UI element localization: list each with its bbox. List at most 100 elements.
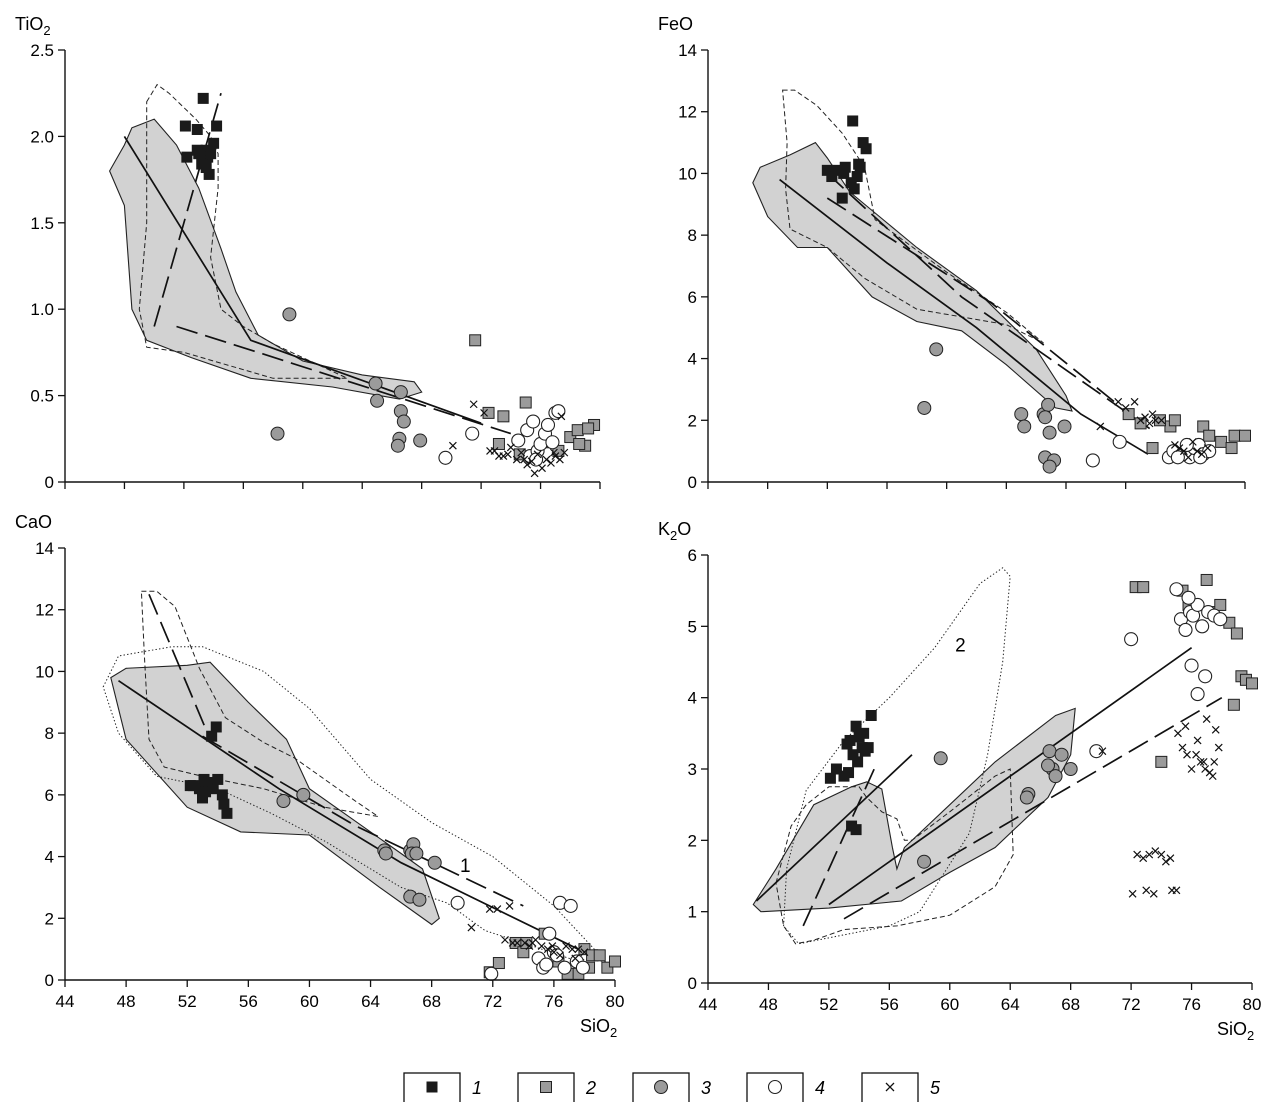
x-tick-label: 56: [239, 992, 258, 1011]
group-1-point: [846, 820, 858, 832]
x-tick-label: 60: [940, 995, 959, 1014]
group-2-point: [469, 334, 482, 347]
group-4-point: [545, 435, 560, 450]
group-4-point: [1178, 622, 1193, 637]
x-tick-label: 52: [819, 995, 838, 1014]
group-4-point: [1198, 669, 1213, 684]
group-1-point: [206, 730, 218, 742]
group-5-point: [1121, 404, 1130, 412]
group-2-point: [1215, 435, 1228, 448]
group-3-point: [413, 433, 428, 448]
group-4-point: [465, 426, 480, 441]
y-tick-label: 2: [45, 909, 54, 928]
feo-vs-sio2-panel: 0 2 4 6 8 10 12 14 FeO: [658, 14, 1251, 492]
group-2-point: [1153, 414, 1166, 427]
group-3-point: [933, 751, 948, 766]
group-1-point: [852, 756, 864, 768]
group-5-point: [467, 923, 476, 932]
group-1-point: [847, 115, 859, 127]
group-5-point: [550, 448, 558, 457]
y-tick-label: 8: [688, 226, 697, 245]
x-tick-label: 60: [300, 992, 319, 1011]
axes: 0 2 4 6 8 10 12 14 FeO: [658, 14, 1246, 492]
y-tick-label: 2.0: [30, 127, 54, 146]
y-tick-label: 3: [688, 760, 697, 779]
tio2-vs-sio2-panel: 0 0.5 1.0 1.5 2.0 2.5 TiO2: [15, 14, 601, 492]
group-5-point: [1114, 397, 1123, 406]
group-1-point: [200, 786, 212, 798]
group-3-point: [917, 400, 932, 415]
group-3-point: [368, 376, 383, 391]
group-2-point: [1155, 755, 1168, 768]
group-4-point: [542, 926, 557, 941]
group-2-point: [1227, 698, 1240, 711]
group-1-point: [218, 798, 230, 810]
shaded-field-outline: [108, 118, 423, 400]
y-axis-title: K2O: [658, 519, 691, 543]
group-5-point: [1193, 736, 1202, 745]
group-1-point: [179, 120, 191, 132]
group-1-point: [216, 789, 228, 801]
group-2-point: [482, 406, 495, 419]
group-3-point: [396, 414, 411, 429]
y-tick-label: 4: [688, 350, 697, 369]
group-2-point: [593, 949, 606, 962]
dashed-field-outline: [782, 89, 1044, 344]
group-5-point: [517, 448, 526, 457]
group-4-point: [1190, 687, 1205, 702]
y-tick-label: 0.5: [30, 387, 54, 406]
group-4-point: [1112, 434, 1127, 449]
group-4-point: [529, 452, 544, 467]
y-axis-title: CaO: [15, 512, 52, 532]
legend-item-5: 5: [861, 1072, 941, 1102]
x-tick-label: 80: [606, 992, 625, 1011]
x-tick-label: 68: [422, 992, 441, 1011]
field-label: 2: [955, 635, 966, 656]
shaded-field-outline: [752, 141, 1073, 412]
group-1-point: [187, 780, 199, 792]
y-tick-label: 0: [688, 473, 697, 492]
group-1-point: [200, 162, 212, 174]
y-axis-title: FeO: [658, 14, 693, 34]
group-3-point: [409, 846, 424, 861]
group-3-point: [427, 855, 442, 870]
group-3-point: [1041, 758, 1055, 773]
data-points: [821, 115, 1251, 474]
dashed-trend-line: [202, 735, 524, 907]
group-3-point: [276, 794, 291, 809]
group-5-point: [1181, 722, 1190, 731]
dashed-trend-line: [826, 197, 1119, 406]
group-3-point: [1014, 407, 1029, 422]
group-2-point: [1122, 408, 1135, 421]
x-tick-label: 56: [880, 995, 899, 1014]
group-5-point: [542, 455, 551, 464]
group-5-point: [1157, 850, 1166, 859]
group-5-point: [1172, 886, 1181, 895]
group-1-point: [838, 167, 850, 179]
group-1-point: [221, 807, 233, 819]
group-5-point: [1166, 854, 1175, 863]
group-4-point: [1184, 658, 1199, 673]
trend-lines: [755, 647, 1223, 927]
group-2-point: [571, 424, 584, 437]
group-1-point: [208, 137, 220, 149]
y-tick-label: 5: [688, 617, 697, 636]
group-5-point: [1128, 889, 1137, 898]
data-points: [184, 721, 621, 981]
group-5-point: [493, 905, 502, 913]
group-1-point: [858, 727, 870, 739]
group-5-point: [523, 460, 532, 469]
y-tick-label: 2: [688, 411, 697, 430]
group-5-point: [568, 945, 577, 954]
group-5-point: [1130, 397, 1139, 406]
group-4-point: [438, 450, 453, 465]
group-5-point: [549, 948, 558, 957]
group-2-point: [492, 437, 505, 450]
group-2-point: [1239, 429, 1251, 442]
x-tick-label: 80: [1243, 995, 1262, 1014]
group-5-point: [1183, 750, 1191, 759]
y-tick-label: 0: [45, 971, 54, 990]
group-5-point: [1148, 410, 1157, 419]
dashed-field-outline: [140, 590, 379, 817]
group-1-point: [821, 164, 833, 176]
